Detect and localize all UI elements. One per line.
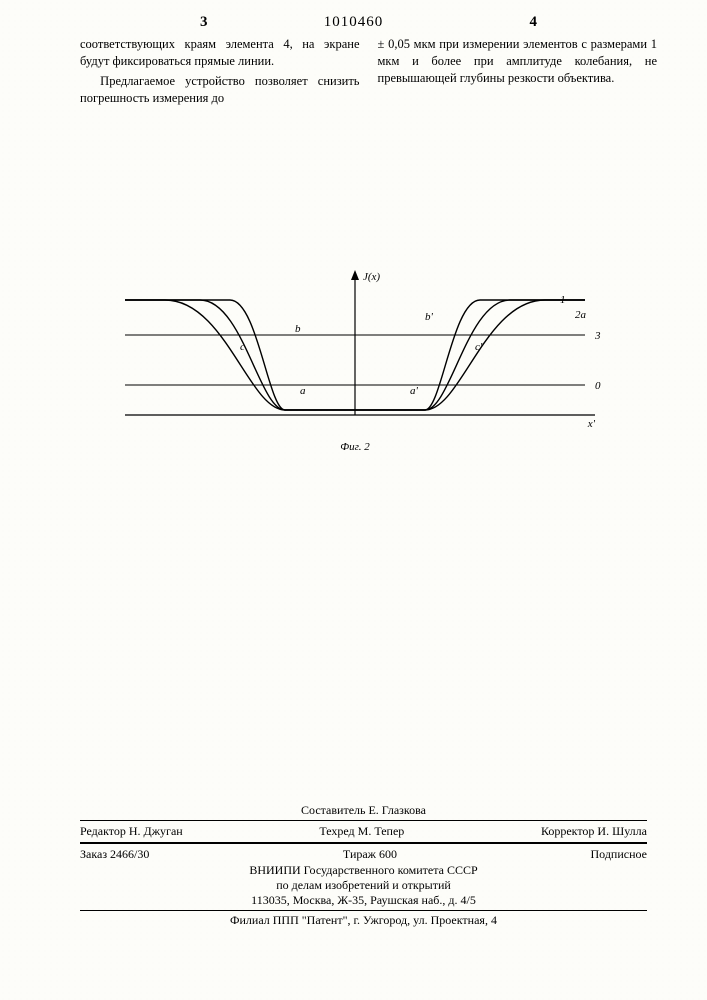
addr: 113035, Москва, Ж-35, Раушская наб., д. … — [80, 893, 647, 908]
editor: Редактор Н. Джуган — [80, 824, 183, 839]
page-col-num-left: 3 — [200, 14, 208, 31]
svg-text:0: 0 — [595, 380, 601, 392]
compiler: Составитель Е. Глазкова — [80, 803, 647, 818]
document-number: 1010460 — [324, 14, 384, 31]
svg-text:Фиг. 2: Фиг. 2 — [340, 441, 370, 453]
figure-diagram: J(x) x' 3 0 1 2a b c a a' b' c' Фиг. 2 — [105, 260, 605, 480]
svg-text:b': b' — [425, 311, 434, 323]
svg-text:2a: 2a — [575, 309, 587, 321]
left-column: соответствующих краям элемента 4, на экр… — [80, 36, 360, 110]
para: соответствующих краям элемента 4, на экр… — [80, 36, 360, 70]
order: Заказ 2466/30 — [80, 847, 149, 862]
org2: по делам изобретений и открытий — [80, 878, 647, 893]
svg-text:3: 3 — [594, 330, 601, 342]
right-column: ± 0,05 мкм при измерении элементов с раз… — [378, 36, 658, 110]
svg-text:c': c' — [475, 341, 483, 353]
para: Предлагаемое устройство позволяет снизит… — [80, 73, 360, 107]
tirage: Тираж 600 — [343, 847, 397, 862]
svg-text:a: a — [300, 385, 306, 397]
svg-text:b: b — [295, 323, 301, 335]
subscription: Подписное — [591, 847, 648, 862]
page-col-num-right: 4 — [530, 14, 538, 31]
svg-text:c: c — [240, 341, 245, 353]
svg-text:a': a' — [410, 385, 419, 397]
techred: Техред М. Тепер — [319, 824, 404, 839]
org1: ВНИИПИ Государственного комитета СССР — [80, 863, 647, 878]
para: ± 0,05 мкм при измерении элементов с раз… — [378, 36, 658, 87]
svg-text:J(x): J(x) — [363, 271, 380, 283]
corrector: Корректор И. Шулла — [541, 824, 647, 839]
body-columns: соответствующих краям элемента 4, на экр… — [80, 36, 657, 110]
branch: Филиал ППП "Патент", г. Ужгород, ул. Про… — [80, 913, 647, 928]
svg-text:x': x' — [587, 418, 596, 430]
svg-text:1: 1 — [560, 294, 566, 306]
credits-block: Составитель Е. Глазкова Редактор Н. Джуг… — [80, 803, 647, 928]
